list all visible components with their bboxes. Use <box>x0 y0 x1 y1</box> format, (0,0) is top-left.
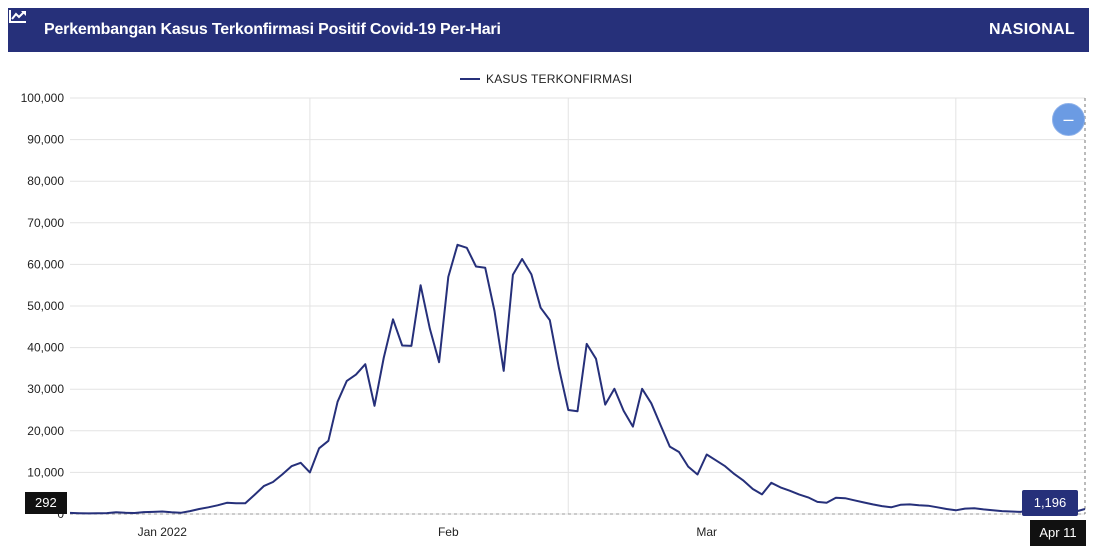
line-chart: 0 10,000 20,000 30,000 40,000 50,000 60,000 70,… <box>21 72 1086 539</box>
crosshair-y-label: 292 <box>25 492 67 514</box>
y-tick-label: 10,000 <box>27 465 64 479</box>
region-label[interactable]: NASIONAL <box>989 21 1075 38</box>
minus-icon: – <box>1063 109 1074 129</box>
zoom-out-button[interactable]: – <box>1052 103 1085 136</box>
value-tooltip: 1,196 <box>1022 490 1078 516</box>
chart-header: Perkembangan Kasus Terkonfirmasi Positif… <box>8 8 1089 52</box>
chart-title: Perkembangan Kasus Terkonfirmasi Positif… <box>44 21 501 38</box>
x-tick-label: Mar <box>696 525 717 539</box>
x-tick-label: Jan 2022 <box>138 525 188 539</box>
y-tick-label: 0 <box>57 507 64 521</box>
y-tick-label: 50,000 <box>27 299 64 313</box>
y-tick-label: 100,000 <box>21 91 65 105</box>
chart-area[interactable]: 0 10,000 20,000 30,000 40,000 50,000 60,000 70,… <box>0 52 1097 554</box>
y-tick-label: 70,000 <box>27 216 64 230</box>
x-tick-label: Feb <box>438 525 459 539</box>
y-tick-label: 30,000 <box>27 382 64 396</box>
line-chart-icon <box>9 10 40 38</box>
title-wrap: Perkembangan Kasus Terkonfirmasi Positif… <box>9 10 501 39</box>
y-tick-label: 90,000 <box>27 133 64 147</box>
y-tick-label: 80,000 <box>27 174 64 188</box>
y-tick-label: 60,000 <box>27 257 64 271</box>
series-line <box>69 243 1086 515</box>
crosshair-x-label: Apr 11 <box>1030 520 1086 546</box>
y-tick-label: 40,000 <box>27 341 64 355</box>
legend-label: KASUS TERKONFIRMASI <box>486 72 632 86</box>
y-tick-label: 20,000 <box>27 424 64 438</box>
